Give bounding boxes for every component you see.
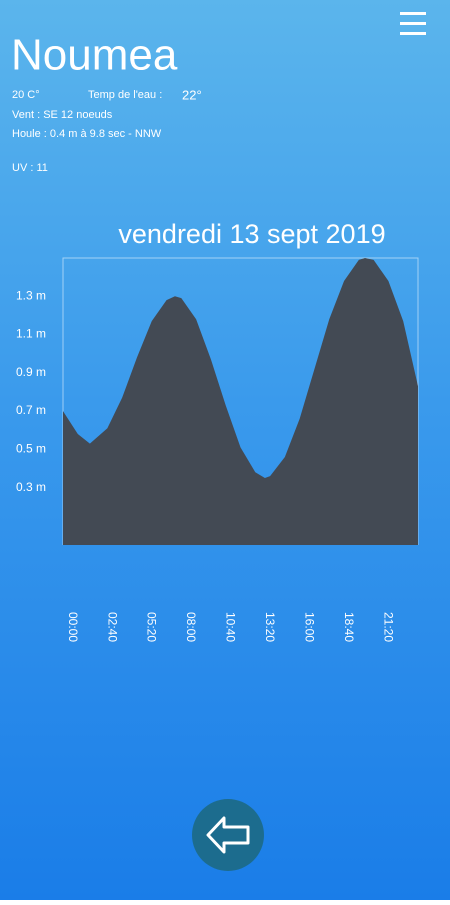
x-tick-label: 21:20 — [381, 612, 395, 642]
y-tick-label: 0.9 m — [16, 365, 46, 379]
x-tick-label: 16:00 — [302, 612, 316, 642]
menu-bar — [400, 32, 426, 35]
y-tick-label: 0.7 m — [16, 403, 46, 417]
x-tick-label: 08:00 — [184, 612, 198, 642]
x-tick-label: 00:00 — [66, 612, 80, 642]
x-tick-label: 13:20 — [263, 612, 277, 642]
air-temp: 20 C° — [12, 89, 40, 101]
tide-chart: 0.3 m 0.5 m 0.7 m 0.9 m 1.1 m 1.3 m 00:00 02:40… — [16, 257, 419, 642]
x-tick-label: 10:40 — [224, 612, 238, 642]
y-tick-label: 1.1 m — [16, 327, 46, 341]
back-button[interactable] — [192, 799, 264, 871]
chart-title: vendredi 13 sept 2019 — [118, 219, 385, 249]
menu-bar — [400, 12, 426, 15]
y-tick-label: 0.5 m — [16, 442, 46, 456]
swell: Houle : 0.4 m à 9.8 sec - NNW — [12, 128, 162, 140]
back-button-circle — [192, 799, 264, 871]
menu-button[interactable] — [400, 12, 426, 35]
menu-bar — [400, 22, 426, 25]
back-arrow — [206, 816, 250, 854]
y-tick-label: 1.3 m — [16, 288, 46, 302]
city-title: Noumea — [11, 31, 178, 80]
x-tick-label: 05:20 — [145, 612, 159, 642]
x-tick-label: 02:40 — [105, 612, 119, 642]
uv: UV : 11 — [12, 162, 48, 174]
wind: Vent : SE 12 noeuds — [12, 109, 113, 121]
y-tick-label: 0.3 m — [16, 480, 46, 494]
x-tick-label: 18:40 — [342, 612, 356, 642]
tide-area — [63, 258, 418, 545]
water-temp: 22° — [182, 87, 202, 102]
water-temp-label: Temp de l'eau : — [88, 89, 162, 101]
